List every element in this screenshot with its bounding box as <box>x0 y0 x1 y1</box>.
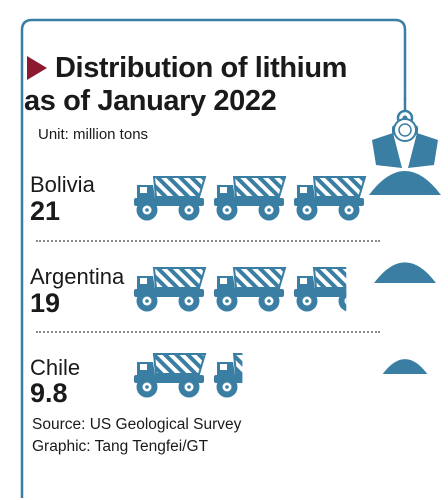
truck-row-chile <box>134 353 243 398</box>
credit-note: Graphic: Tang Tengfei/GT <box>32 438 209 455</box>
value-label-argentina: 19 <box>30 288 61 318</box>
truck-row-argentina <box>134 267 347 312</box>
category-label-argentina: Argentina <box>30 264 125 289</box>
claw-crane-icon <box>372 98 438 168</box>
truck-icon <box>134 353 207 398</box>
ore-pile-icon <box>382 359 428 374</box>
ore-pile-icon <box>369 171 441 195</box>
row-divider-2 <box>36 331 380 333</box>
category-label-chile: Chile <box>30 355 81 380</box>
truck-icon <box>214 176 287 221</box>
source-note: Source: US Geological Survey <box>32 416 242 433</box>
truck-icon <box>134 176 207 221</box>
category-label-bolivia: Bolivia <box>30 172 95 197</box>
row-divider-1 <box>36 240 380 242</box>
truck-icon <box>294 176 367 221</box>
unit-label: Unit: million tons <box>38 126 149 143</box>
truck-row-bolivia <box>134 176 367 221</box>
value-label-chile: 9.8 <box>30 378 68 408</box>
chart-title-line-2: as of January 2022 <box>24 85 277 117</box>
truck-icon <box>214 267 287 312</box>
truck-icon <box>294 267 347 312</box>
play-triangle-icon <box>27 56 47 80</box>
truck-icon <box>134 267 207 312</box>
chart-title-line-1: Distribution of lithium <box>55 52 348 84</box>
truck-icon <box>214 353 243 398</box>
value-label-bolivia: 21 <box>30 196 61 226</box>
ore-pile-icon <box>374 262 436 283</box>
